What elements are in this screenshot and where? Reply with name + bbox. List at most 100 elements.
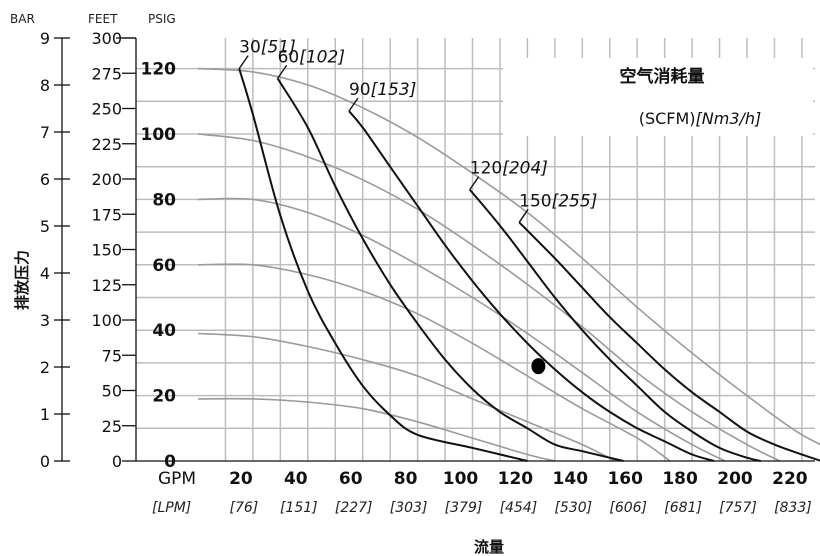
bar-tick-9: 9 — [40, 29, 50, 48]
lpm-tick-4: [379] — [445, 500, 483, 516]
gpm-tick-60: 60 — [339, 469, 363, 489]
lpm-tick-10: [833] — [774, 500, 812, 516]
air-consumption-curves — [238, 55, 820, 462]
air-curve-label-scfm-90: 90 — [349, 80, 371, 100]
lpm-tick-6: [530] — [554, 500, 592, 516]
pressure-curve-100 — [197, 133, 781, 462]
air-curve-label-90: 90[153] — [349, 80, 416, 100]
lpm-tick-5: [454] — [500, 500, 538, 516]
air-curve-label-30: 30[51] — [239, 38, 296, 58]
bar-tick-4: 4 — [40, 264, 50, 283]
psig-unit-header: PSIG — [148, 12, 176, 26]
psig-tick-80: 80 — [152, 190, 176, 210]
air-curve-30 — [238, 68, 528, 462]
air-curve-120 — [469, 188, 761, 462]
feet-tick-0: 0 — [112, 452, 122, 471]
y-axis-title: 排放压力 — [13, 250, 31, 310]
bar-tick-3: 3 — [40, 311, 50, 330]
gpm-tick-100: 100 — [443, 469, 479, 489]
labels: 0204060801001200255075100125150175200225… — [40, 29, 812, 516]
gpm-tick-180: 180 — [662, 469, 698, 489]
gpm-tick-80: 80 — [394, 469, 418, 489]
psig-tick-20: 20 — [152, 387, 176, 407]
air-curve-150 — [518, 221, 820, 462]
gpm-tick-200: 200 — [717, 469, 753, 489]
air-curve-label-120: 120[204] — [470, 159, 548, 179]
feet-tick-200: 200 — [91, 170, 122, 189]
legend-subtitle-units: (SCFM) — [639, 109, 696, 128]
gpm-tick-160: 160 — [607, 469, 643, 489]
gpm-tick-120: 120 — [498, 469, 534, 489]
legend-title: 空气消耗量 — [620, 66, 705, 87]
bar-tick-2: 2 — [40, 358, 50, 377]
air-curve-label-nm3h-150: [255] — [552, 191, 598, 211]
air-curve-label-60: 60[102] — [278, 47, 345, 67]
legend-box — [503, 58, 813, 136]
gpm-tick-220: 220 — [772, 469, 808, 489]
feet-tick-225: 225 — [91, 135, 122, 154]
bar-tick-7: 7 — [40, 123, 50, 142]
x-axis-title: 流量 — [474, 538, 504, 556]
feet-tick-275: 275 — [91, 64, 122, 83]
lpm-tick-9: [757] — [719, 500, 757, 516]
air-curve-leader-120 — [469, 176, 480, 190]
air-curve-60 — [276, 77, 624, 462]
feet-tick-150: 150 — [91, 241, 122, 260]
air-curve-label-scfm-120: 120 — [470, 159, 502, 179]
air-curve-label-scfm-30: 30 — [239, 38, 261, 58]
bar-tick-5: 5 — [40, 217, 50, 236]
psig-tick-100: 100 — [141, 125, 177, 145]
feet-tick-25: 25 — [102, 417, 122, 436]
pressure-curves — [197, 67, 820, 462]
pressure-curve-20 — [197, 397, 556, 462]
air-curve-label-nm3h-60: [102] — [299, 47, 345, 67]
feet-tick-100: 100 — [91, 311, 122, 330]
gpm-tick-140: 140 — [553, 469, 589, 489]
gpm-tick-20: 20 — [229, 469, 253, 489]
bar-tick-8: 8 — [40, 76, 50, 95]
psig-tick-60: 60 — [152, 256, 176, 276]
gpm-axis-name: GPM — [158, 469, 196, 489]
air-curve-90 — [348, 110, 715, 462]
air-curve-label-150: 150[255] — [519, 191, 597, 211]
pressure-curve-40 — [197, 332, 616, 462]
air-curve-leader-60 — [277, 65, 288, 79]
pressure-curve-80 — [197, 197, 726, 462]
psig-tick-40: 40 — [152, 321, 176, 341]
pressure-curve-120 — [197, 67, 820, 446]
air-curve-label-nm3h-30: [51] — [261, 38, 296, 58]
feet-tick-300: 300 — [91, 29, 122, 48]
gpm-tick-40: 40 — [284, 469, 308, 489]
lpm-tick-7: [606] — [609, 500, 647, 516]
air-curve-leader-90 — [348, 97, 359, 112]
legend-subtitle-metric: [Nm3/h] — [696, 109, 762, 128]
lpm-tick-1: [151] — [280, 500, 318, 516]
bar-unit-header: BAR — [10, 12, 35, 26]
feet-tick-175: 175 — [91, 205, 122, 224]
lpm-tick-2: [227] — [335, 500, 373, 516]
feet-tick-50: 50 — [102, 382, 122, 401]
lpm-axis-name: [LPM] — [152, 500, 191, 516]
lpm-tick-0: [76] — [230, 500, 259, 516]
bar-tick-1: 1 — [40, 405, 50, 424]
pressure-curve-60 — [197, 263, 671, 462]
bar-tick-0: 0 — [40, 452, 50, 471]
air-curve-label-scfm-60: 60 — [278, 47, 300, 67]
psig-tick-120: 120 — [141, 60, 177, 80]
lpm-tick-3: [303] — [390, 500, 428, 516]
feet-tick-250: 250 — [91, 100, 122, 119]
air-curve-label-scfm-150: 150 — [519, 191, 551, 211]
air-curve-label-nm3h-90: [153] — [371, 80, 417, 100]
air-curve-leader-150 — [518, 208, 529, 223]
legend-subtitle: (SCFM)[Nm3/h] — [639, 109, 762, 128]
psig-tick-0: 0 — [164, 452, 176, 472]
axes — [54, 37, 815, 462]
air-curve-label-nm3h-120: [204] — [502, 159, 548, 179]
lpm-tick-8: [681] — [664, 500, 702, 516]
feet-unit-header: FEET — [88, 12, 118, 26]
air-curve-leader-30 — [238, 55, 249, 69]
feet-tick-125: 125 — [91, 276, 122, 295]
bar-tick-6: 6 — [40, 170, 50, 189]
feet-tick-75: 75 — [102, 346, 122, 365]
